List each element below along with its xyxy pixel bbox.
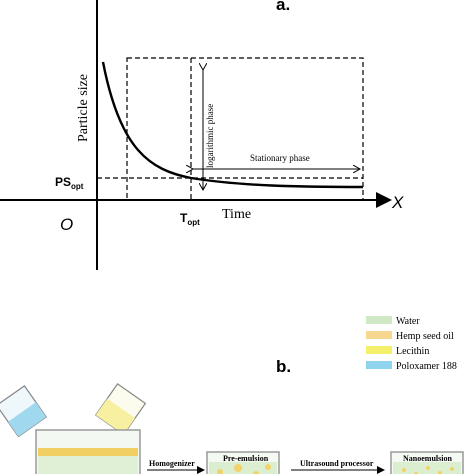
log-phase-label: logarithmic phase	[205, 104, 215, 168]
stationary-phase-label: Stationary phase	[250, 153, 310, 163]
pouring-beaker-poloxamer	[0, 385, 48, 438]
legend-label-water: Water	[396, 316, 420, 327]
legend: Water Hemp seed oil Lecithin Poloxamer 1…	[366, 316, 457, 372]
y-axis-label: Particle size	[76, 74, 91, 142]
pouring-beaker-lecithin	[94, 383, 147, 436]
legend-label-hemp-seed-oil: Hemp seed oil	[396, 331, 454, 342]
beaker-2	[206, 451, 280, 474]
beaker-2-label: Pre-emulsion	[223, 454, 269, 463]
x-axis-label: Time	[222, 207, 251, 222]
legend-swatch-lecithin	[366, 346, 392, 354]
legend-swatch-poloxamer-188	[366, 361, 392, 369]
t-opt-label: Topt	[180, 211, 200, 227]
legend-swatch-hemp-seed-oil	[366, 331, 392, 339]
panel-a: a. logarithmic phase Stationary phase Pa…	[0, 0, 404, 270]
particle-size-curve	[101, 61, 364, 189]
beaker-3-label: Nanoemulsion	[403, 454, 452, 463]
step-1-label: Homogenizer	[149, 459, 195, 468]
legend-swatch-water	[366, 316, 392, 324]
dashed-region-box	[126, 57, 364, 201]
beaker-3	[390, 451, 464, 474]
origin-label: O	[60, 215, 73, 234]
beaker-1	[35, 429, 141, 474]
x-axis-letter: X	[391, 193, 404, 212]
ps-opt-label: PSopt	[55, 175, 84, 191]
legend-label-lecithin: Lecithin	[396, 346, 429, 357]
step-2-label: Ultrasound processor	[300, 459, 374, 468]
panel-b: b. Water Hemp seed oil Lecithin Poloxame…	[0, 316, 464, 474]
panel-b-label: b.	[276, 357, 291, 376]
panel-a-label: a.	[276, 0, 290, 14]
legend-label-poloxamer-188: Poloxamer 188	[396, 361, 457, 372]
